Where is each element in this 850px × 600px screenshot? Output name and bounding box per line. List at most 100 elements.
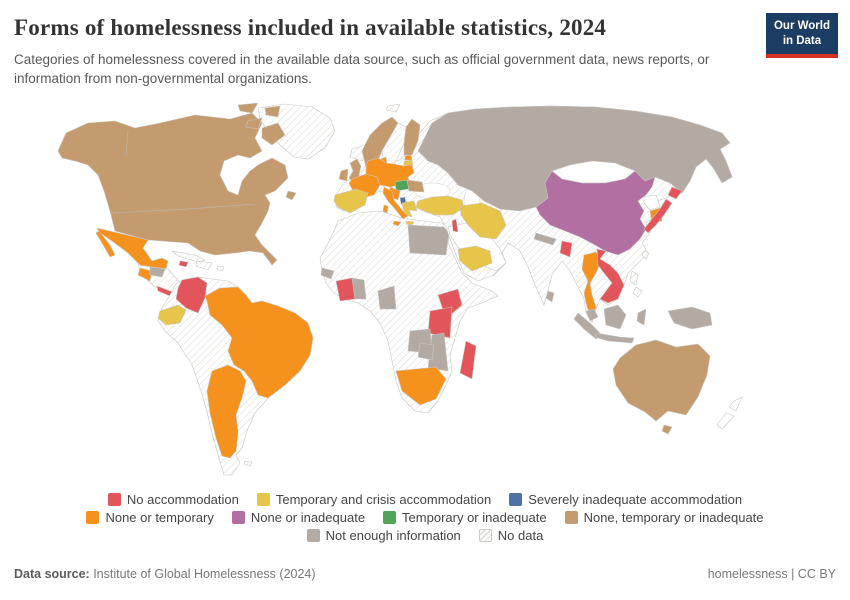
region-tanzania[interactable] [427,306,453,339]
region-finland[interactable] [403,118,421,156]
legend-swatch [564,511,578,524]
region-new-guinea[interactable] [667,306,713,330]
region-cuba[interactable] [171,250,206,263]
region-ecuador[interactable] [157,304,187,326]
region-puerto-rico[interactable] [216,265,225,272]
legend-row-1: No accommodation Temporary and crisis ac… [0,492,850,507]
legend-label: None or inadequate [250,510,366,525]
region-zimbabwe[interactable] [417,342,435,361]
region-egypt[interactable] [407,224,450,256]
data-source-label: Data source: [14,567,90,581]
region-ivory-coast[interactable] [335,277,356,302]
region-taiwan[interactable] [641,250,650,260]
legend-item-none-temporary-inadequate[interactable]: None, temporary or inadequate [564,510,764,525]
region-nepal[interactable] [533,232,557,246]
region-north-america[interactable] [57,112,289,266]
region-canada-arctic[interactable] [245,117,263,130]
region-baja[interactable] [95,230,116,258]
page-title: Forms of homelessness included in availa… [14,15,607,40]
region-greece[interactable] [401,200,418,218]
license-note[interactable]: homelessness | CC BY [707,567,836,581]
region-philippines[interactable] [632,286,643,298]
region-newfoundland[interactable] [285,190,297,201]
legend-label: None or temporary [105,510,214,525]
region-new-zealand[interactable] [716,412,735,430]
region-lebanon[interactable] [451,218,459,233]
data-source: Data source: Institute of Global Homeles… [14,567,316,581]
region-ireland[interactable] [338,168,349,182]
region-cameroon[interactable] [377,285,397,310]
region-madagascar[interactable] [459,340,477,380]
region-argentina-chile[interactable] [206,364,247,459]
region-hokkaido[interactable] [667,186,683,200]
region-estonia[interactable] [404,154,413,161]
region-australia[interactable] [612,339,711,422]
legend-swatch [383,511,397,524]
region-colombia[interactable] [175,276,208,314]
page-subtitle: Categories of homelessness covered in th… [14,51,710,87]
region-canada-arctic[interactable] [237,102,259,114]
region-hispaniola[interactable] [195,260,213,271]
region-sardinia[interactable] [382,204,389,214]
legend-item-no-data[interactable]: No data [478,528,544,543]
legend-label: Temporary and crisis accommodation [275,492,492,507]
region-bangladesh[interactable] [559,240,573,258]
region-vietnam[interactable] [596,248,625,304]
region-south-africa[interactable] [395,366,447,406]
region-canada-arctic[interactable] [261,122,286,146]
region-tasmania[interactable] [661,424,673,435]
region-new-zealand[interactable] [728,396,743,412]
legend-label: Severely inadequate accommodation [528,492,743,507]
region-java[interactable] [594,332,635,344]
region-guatemala[interactable] [137,267,153,282]
owid-logo[interactable]: Our World in Data [765,13,838,58]
region-ghana[interactable] [351,277,367,300]
region-falklands[interactable] [243,460,253,467]
legend-row-3: Not enough information No data [0,528,850,543]
legend-swatch [86,511,100,524]
region-china[interactable] [535,170,656,256]
legend-item-none-or-inadequate[interactable]: None or inadequate [231,510,366,525]
region-jamaica[interactable] [178,260,189,268]
region-borneo[interactable] [603,304,627,330]
legend-item-temporary-crisis[interactable]: Temporary and crisis accommodation [256,492,492,507]
region-guinea[interactable] [320,267,335,280]
region-iran[interactable] [459,202,507,240]
legend-label: No accommodation [126,492,239,507]
region-crete[interactable] [405,220,415,226]
region-philippines[interactable] [629,270,639,286]
region-latvia[interactable] [403,159,414,167]
region-malaysia[interactable] [585,308,599,322]
legend-item-severely-inadequate[interactable]: Severely inadequate accommodation [509,492,742,507]
region-russia[interactable] [417,105,733,212]
legend-item-temporary-or-inadequate[interactable]: Temporary or inadequate [383,510,547,525]
world-map [0,102,850,491]
legend-item-none-or-temporary[interactable]: None or temporary [86,510,214,525]
owid-logo-line2: in Data [782,34,822,47]
region-honduras[interactable] [149,266,166,278]
region-yemen[interactable] [457,245,493,272]
region-turkey[interactable] [415,195,465,216]
region-hungary[interactable] [394,179,410,192]
region-sulawesi[interactable] [636,308,647,326]
legend-swatch [509,493,523,506]
region-brazil[interactable] [204,286,314,399]
region-sri-lanka[interactable] [545,290,555,303]
region-north-korea[interactable] [643,194,661,211]
legend-swatch [478,529,492,542]
region-svalbard[interactable] [385,103,401,113]
owid-logo-line1: Our World [773,20,830,32]
region-japan[interactable] [643,198,673,234]
region-romania[interactable] [406,179,425,193]
legend-item-not-enough-information[interactable]: Not enough information [306,528,461,543]
chart-footer: Data source: Institute of Global Homeles… [0,567,850,581]
region-sumatra[interactable] [573,312,601,340]
legend-label: No data [497,528,544,543]
legend-swatch [107,493,121,506]
region-italy[interactable] [382,186,409,220]
region-iberia[interactable] [333,188,369,214]
region-canada-arctic[interactable] [264,105,281,118]
legend-item-no-accommodation[interactable]: No accommodation [107,492,239,507]
legend-swatch [306,529,320,542]
region-sicily[interactable] [392,220,402,227]
